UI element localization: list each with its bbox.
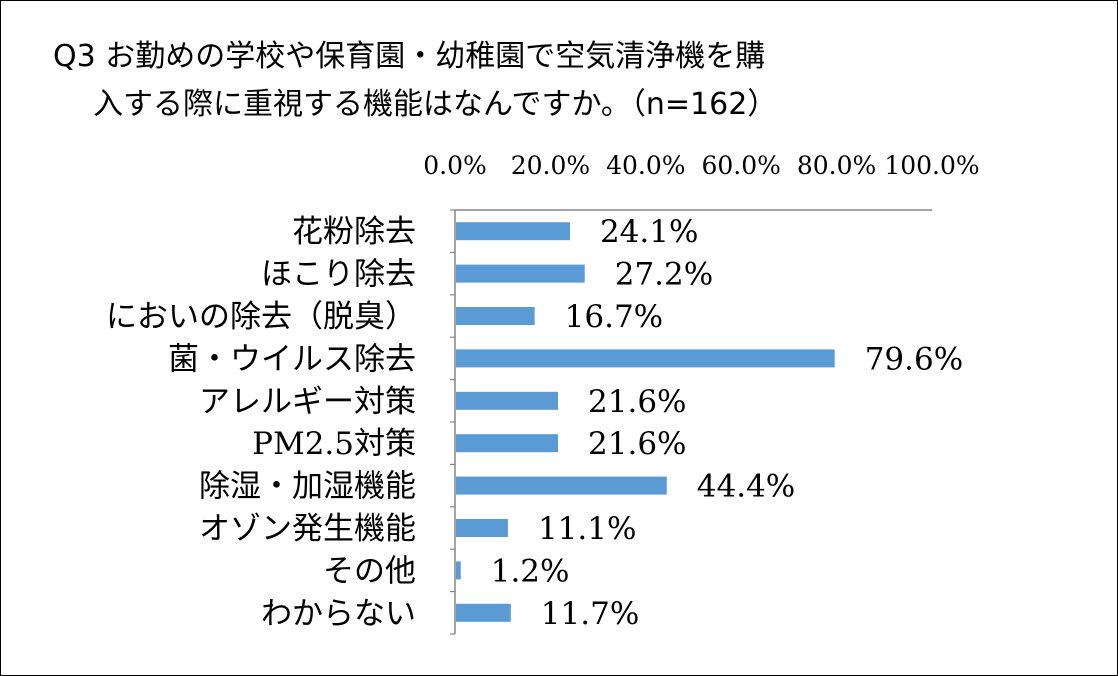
bar (456, 391, 559, 410)
bar (456, 222, 570, 241)
bar (456, 476, 667, 495)
category-label: においの除去（脱臭） (106, 299, 416, 335)
x-tick-label: 0.0% (423, 151, 487, 180)
category-label: わからない (261, 596, 416, 632)
x-tick-label: 100.0% (884, 151, 979, 180)
bar (456, 561, 461, 580)
category-label: ほこり除去 (261, 257, 416, 293)
data-label: 79.6% (865, 341, 963, 377)
bar (456, 434, 559, 453)
x-tick-label: 20.0% (511, 151, 590, 180)
data-label: 21.6% (588, 384, 686, 420)
category-label: アレルギー対策 (199, 384, 416, 420)
category-label: 菌・ウイルス除去 (168, 341, 416, 377)
chart-title-line-1: Q3 お勤めの学校や保育園・幼稚園で空気清浄機を購 (53, 39, 766, 74)
category-label: PM2.5対策 (252, 426, 416, 462)
data-label: 24.1% (600, 214, 698, 250)
category-label: 花粉除去 (292, 214, 416, 250)
bar (456, 307, 535, 325)
category-label: その他 (323, 553, 416, 589)
chart-title: Q3 お勤めの学校や保育園・幼稚園で空気清浄機を購 入する際に重視する機能はなん… (53, 33, 953, 129)
bar (456, 349, 835, 368)
bar (456, 264, 585, 283)
data-label: 44.4% (697, 469, 795, 505)
data-label: 1.2% (491, 553, 570, 589)
x-tick-label: 60.0% (701, 151, 780, 180)
data-label: 11.7% (541, 596, 639, 632)
x-tick-label: 80.0% (797, 151, 876, 180)
chart-title-line-2: 入する際に重視する機能はなんですか。（n=162） (93, 87, 778, 122)
data-label: 27.2% (615, 257, 713, 293)
data-label: 16.7% (565, 299, 663, 335)
data-label: 21.6% (588, 426, 686, 462)
x-tick-label: 40.0% (606, 151, 685, 180)
category-label: 除湿・加湿機能 (199, 469, 416, 505)
category-label: オゾン発生機能 (199, 511, 416, 547)
data-label: 11.1% (538, 511, 636, 547)
bar (456, 603, 511, 622)
bar (456, 519, 508, 537)
